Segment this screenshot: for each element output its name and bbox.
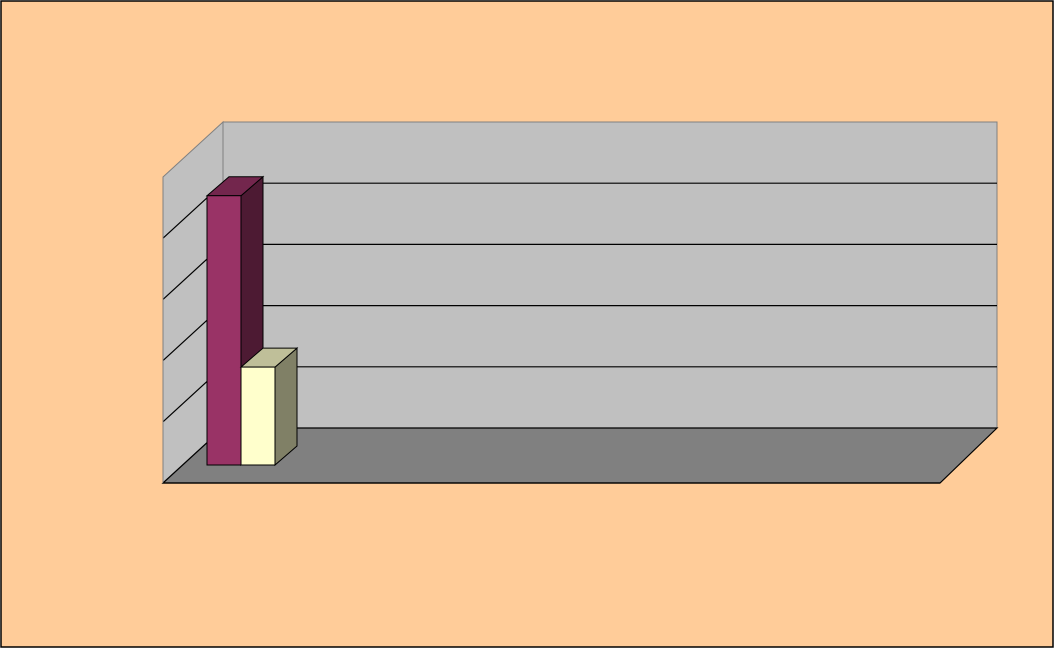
bar — [239, 346, 299, 467]
bar-front-face — [240, 366, 276, 466]
bar — [205, 175, 265, 467]
bar-group — [205, 175, 299, 467]
bar-side-face — [274, 346, 298, 467]
bar-front-face — [206, 195, 242, 466]
back-wall — [222, 121, 998, 429]
